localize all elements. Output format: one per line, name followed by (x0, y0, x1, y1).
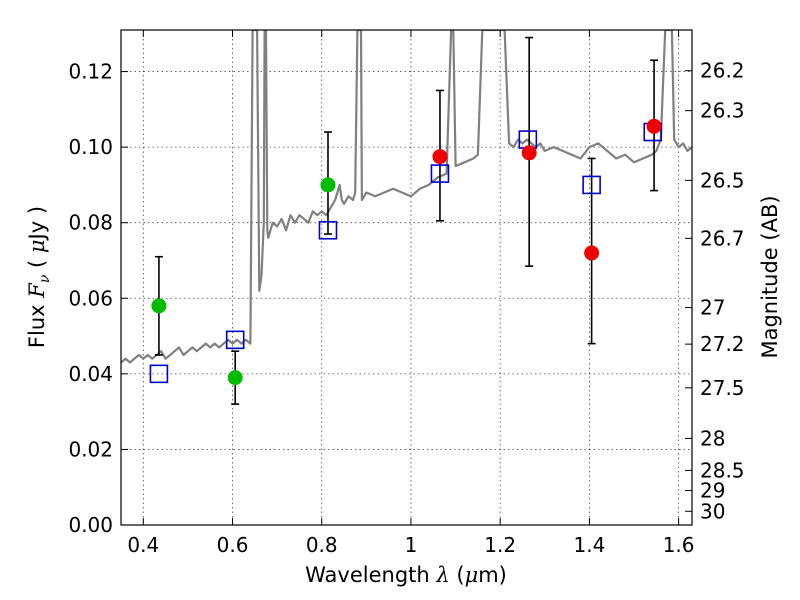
magnitude-tick-label: 26.2 (700, 59, 745, 83)
y-tick-label: 0.04 (68, 362, 113, 386)
x-axis-label: Wavelength λ (μm) (305, 563, 507, 587)
y-axis-label: Flux Fν ( μJy ) (25, 206, 53, 348)
magnitude-tick-label: 26.7 (700, 226, 745, 250)
model-photometry-box (582, 175, 601, 195)
model-photometry-box (430, 164, 450, 183)
magnitude-tick-label: 30 (700, 499, 725, 523)
marker-layer (149, 118, 663, 386)
model-photometry-box (149, 364, 169, 384)
magnitude-tick-label: 26.5 (700, 168, 745, 192)
spectrum-layer (121, 30, 692, 364)
y-tick-label: 0.06 (68, 286, 113, 310)
x-tick-label: 0.4 (127, 533, 159, 557)
spectrum-line (121, 30, 692, 364)
green-data-point (151, 298, 167, 314)
magnitude-tick-label: 28.5 (700, 458, 745, 482)
model-photometry-box (318, 220, 338, 240)
tick-labels: 0.4 0.6 0.8 1 1.2 1.4 1.6 0.00 0.02 0.04 0.06 0.08 0… (68, 59, 744, 557)
green-data-point (320, 177, 336, 193)
red-data-point (646, 118, 662, 134)
plot-frame (120, 29, 693, 526)
magnitude-tick-label: 27 (700, 296, 725, 320)
y-tick-label: 0.12 (68, 60, 113, 84)
magnitude-tick-label: 27.5 (700, 376, 745, 400)
y2-axis-label: Magnitude (AB) (758, 195, 782, 358)
x-tick-label: 1 (405, 533, 418, 557)
magnitude-tick-label: 27.2 (700, 332, 745, 356)
x-tick-label: 1.4 (573, 533, 605, 557)
grid-lines (121, 30, 692, 526)
magnitude-tick-label: 28 (700, 426, 725, 450)
red-data-point (521, 145, 537, 161)
red-data-point (584, 245, 600, 261)
tick-marks (121, 30, 692, 526)
magnitude-tick-label: 26.3 (700, 99, 745, 123)
model-photometry-box (225, 330, 245, 350)
y-tick-label: 0.10 (68, 135, 113, 159)
x-tick-label: 0.8 (306, 533, 338, 557)
x-tick-label: 1.6 (663, 533, 695, 557)
y-tick-label: 0.00 (68, 513, 113, 537)
x-tick-label: 1.2 (484, 533, 516, 557)
magnitude-tick-label: 29 (700, 479, 725, 503)
y-tick-label: 0.02 (68, 437, 113, 461)
x-tick-label: 0.6 (217, 533, 249, 557)
red-data-point (432, 149, 448, 165)
green-data-point (227, 370, 243, 386)
y-tick-label: 0.08 (68, 211, 113, 235)
